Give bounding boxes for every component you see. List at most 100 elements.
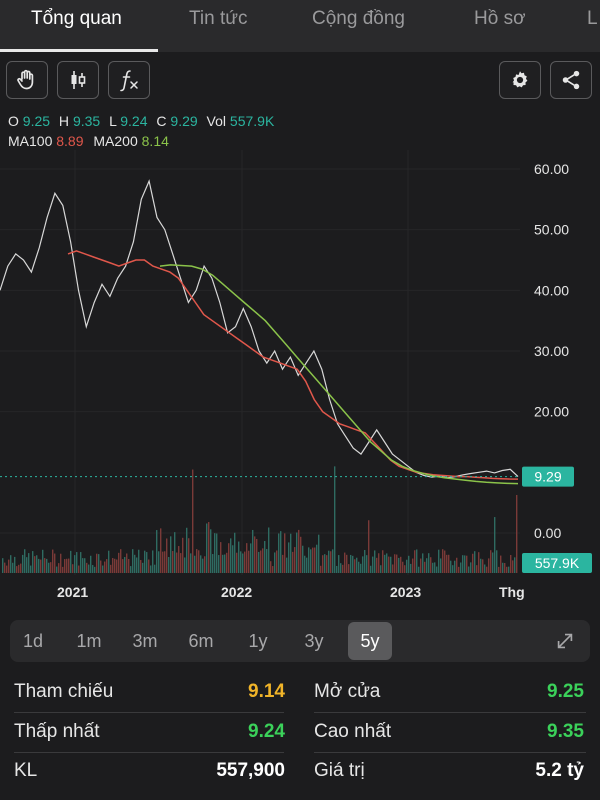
volume-bar [350, 554, 352, 573]
volume-bar [124, 557, 126, 573]
volume-bar [166, 538, 168, 573]
y-tick-label: 50.00 [534, 222, 569, 238]
chart-lines [0, 179, 520, 485]
volume-bar [282, 554, 284, 573]
range-5y-button[interactable]: 5y [348, 622, 392, 660]
volume-bar [226, 552, 228, 573]
volume-bar [418, 566, 420, 573]
volume-bar [218, 555, 220, 573]
volume-bar [96, 553, 98, 573]
volume-bar [196, 549, 198, 573]
volume-bar [288, 542, 290, 573]
moving-average-readout: MA100 8.89 MA200 8.14 [8, 133, 169, 149]
tab-news[interactable]: Tin tức [189, 8, 248, 29]
reference-value: 9.14 [248, 681, 285, 702]
volume-bar [132, 549, 134, 573]
volume-bar [2, 558, 4, 573]
tab-overview[interactable]: Tổng quan [31, 8, 122, 29]
volume-bar [260, 550, 262, 573]
range-1y-button[interactable]: 1y [248, 630, 268, 651]
volume-bar [88, 564, 90, 573]
volume-bar [58, 563, 60, 573]
volume-bar [232, 545, 234, 573]
volume-bar [466, 555, 468, 573]
ma200-value: 8.14 [141, 133, 169, 149]
stats-divider [14, 712, 284, 713]
volume-bar [420, 558, 422, 573]
close-value: 9.29 [170, 113, 198, 129]
volume-bar [98, 554, 100, 573]
volume-bar [134, 554, 136, 573]
volume-bar [358, 561, 360, 573]
tab-bar: Tổng quan Tin tức Cộng đồng Hồ sơ L [0, 0, 600, 52]
volume-bar [230, 538, 232, 573]
volume-bar [422, 553, 424, 573]
range-3m-button[interactable]: 3m [132, 630, 158, 651]
volume-bar [312, 547, 314, 573]
x-axis-ticks: 2021 2022 2023 Thg [57, 584, 525, 600]
indicators-button[interactable] [108, 61, 150, 99]
chart-grid [0, 150, 520, 575]
volume-bar [194, 555, 196, 573]
high-label: H [58, 113, 70, 129]
hand-tool-button[interactable] [6, 61, 48, 99]
volume-bar [328, 550, 330, 573]
open-price-value: 9.25 [547, 681, 584, 702]
volume-bar [458, 566, 460, 573]
volume-bar [22, 554, 24, 573]
volume-badge [522, 553, 592, 573]
volume-bar [92, 565, 94, 573]
volume-bar [78, 565, 80, 573]
tab-community[interactable]: Cộng đồng [312, 8, 405, 29]
volume-bar [46, 558, 48, 573]
volume-bar [428, 553, 430, 573]
volume-bar [202, 558, 204, 573]
volume-bar [238, 541, 240, 573]
volume-bar [176, 552, 178, 573]
volume-bar [168, 556, 170, 573]
volume-bar [180, 553, 182, 573]
volume-bar [74, 555, 76, 573]
volume-bar [484, 564, 486, 573]
volume-bar [346, 554, 348, 573]
volume-bar [154, 564, 156, 573]
volume-bar [126, 553, 128, 573]
tab-profile[interactable]: Hồ sơ [474, 8, 526, 29]
volume-bar [318, 534, 320, 573]
share-button[interactable] [550, 61, 592, 99]
candlestick-button[interactable] [57, 61, 99, 99]
volume-bar [28, 553, 30, 573]
volume-bar [248, 550, 250, 573]
volume-bar [368, 520, 370, 573]
range-3y-button[interactable]: 3y [304, 630, 324, 651]
tab-more[interactable]: L [587, 8, 598, 29]
volume-bar [390, 556, 392, 573]
volume-bar [308, 547, 310, 573]
settings-button[interactable] [499, 61, 541, 99]
open-value: 9.25 [22, 113, 51, 129]
volume-bar [294, 547, 296, 573]
volume-bar [302, 545, 304, 573]
volume-bar [354, 559, 356, 573]
time-range-selector: 1d 1m 3m 6m 1y 3y 5y [10, 620, 590, 662]
volume-bar [240, 551, 242, 573]
volume-bar [174, 532, 176, 573]
volume-bar [122, 559, 124, 573]
range-1m-button[interactable]: 1m [76, 630, 102, 651]
volume-bar [148, 559, 150, 573]
y-axis-ticks: 60.00 50.00 40.00 30.00 20.00 0.00 [534, 161, 569, 541]
volume-bar [432, 562, 434, 573]
volume-bar [118, 552, 120, 573]
range-6m-button[interactable]: 6m [188, 630, 214, 651]
volume-bar [370, 565, 372, 573]
fullscreen-button[interactable] [550, 622, 580, 660]
range-1d-button[interactable]: 1d [22, 630, 44, 651]
volume-bar [62, 566, 64, 573]
ma200-label: MA200 [93, 133, 138, 149]
volume-bar [514, 557, 516, 573]
volume-bar [54, 553, 56, 573]
price-line [0, 179, 519, 479]
volume-bar [376, 557, 378, 573]
volume-bar [112, 558, 114, 573]
